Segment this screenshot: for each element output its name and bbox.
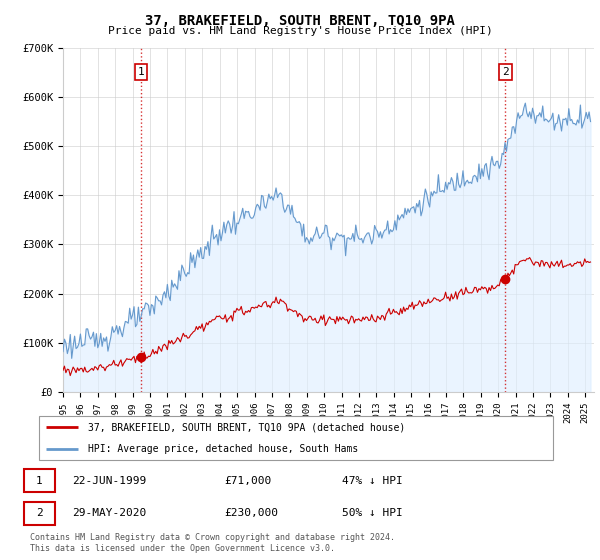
Text: 29-MAY-2020: 29-MAY-2020 — [72, 508, 146, 518]
Text: 2: 2 — [35, 508, 43, 518]
Text: 37, BRAKEFIELD, SOUTH BRENT, TQ10 9PA (detached house): 37, BRAKEFIELD, SOUTH BRENT, TQ10 9PA (d… — [88, 422, 406, 432]
FancyBboxPatch shape — [24, 502, 55, 525]
Text: 1: 1 — [35, 476, 43, 486]
Text: 2: 2 — [502, 67, 509, 77]
Text: £71,000: £71,000 — [224, 476, 271, 486]
Text: 37, BRAKEFIELD, SOUTH BRENT, TQ10 9PA: 37, BRAKEFIELD, SOUTH BRENT, TQ10 9PA — [145, 14, 455, 28]
Text: 1: 1 — [137, 67, 144, 77]
Text: Price paid vs. HM Land Registry's House Price Index (HPI): Price paid vs. HM Land Registry's House … — [107, 26, 493, 36]
Text: Contains HM Land Registry data © Crown copyright and database right 2024.
This d: Contains HM Land Registry data © Crown c… — [30, 533, 395, 553]
Text: HPI: Average price, detached house, South Hams: HPI: Average price, detached house, Sout… — [88, 444, 358, 454]
Text: 50% ↓ HPI: 50% ↓ HPI — [343, 508, 403, 518]
Text: 47% ↓ HPI: 47% ↓ HPI — [343, 476, 403, 486]
Text: £230,000: £230,000 — [224, 508, 278, 518]
FancyBboxPatch shape — [38, 416, 553, 460]
FancyBboxPatch shape — [24, 469, 55, 492]
Text: 22-JUN-1999: 22-JUN-1999 — [72, 476, 146, 486]
